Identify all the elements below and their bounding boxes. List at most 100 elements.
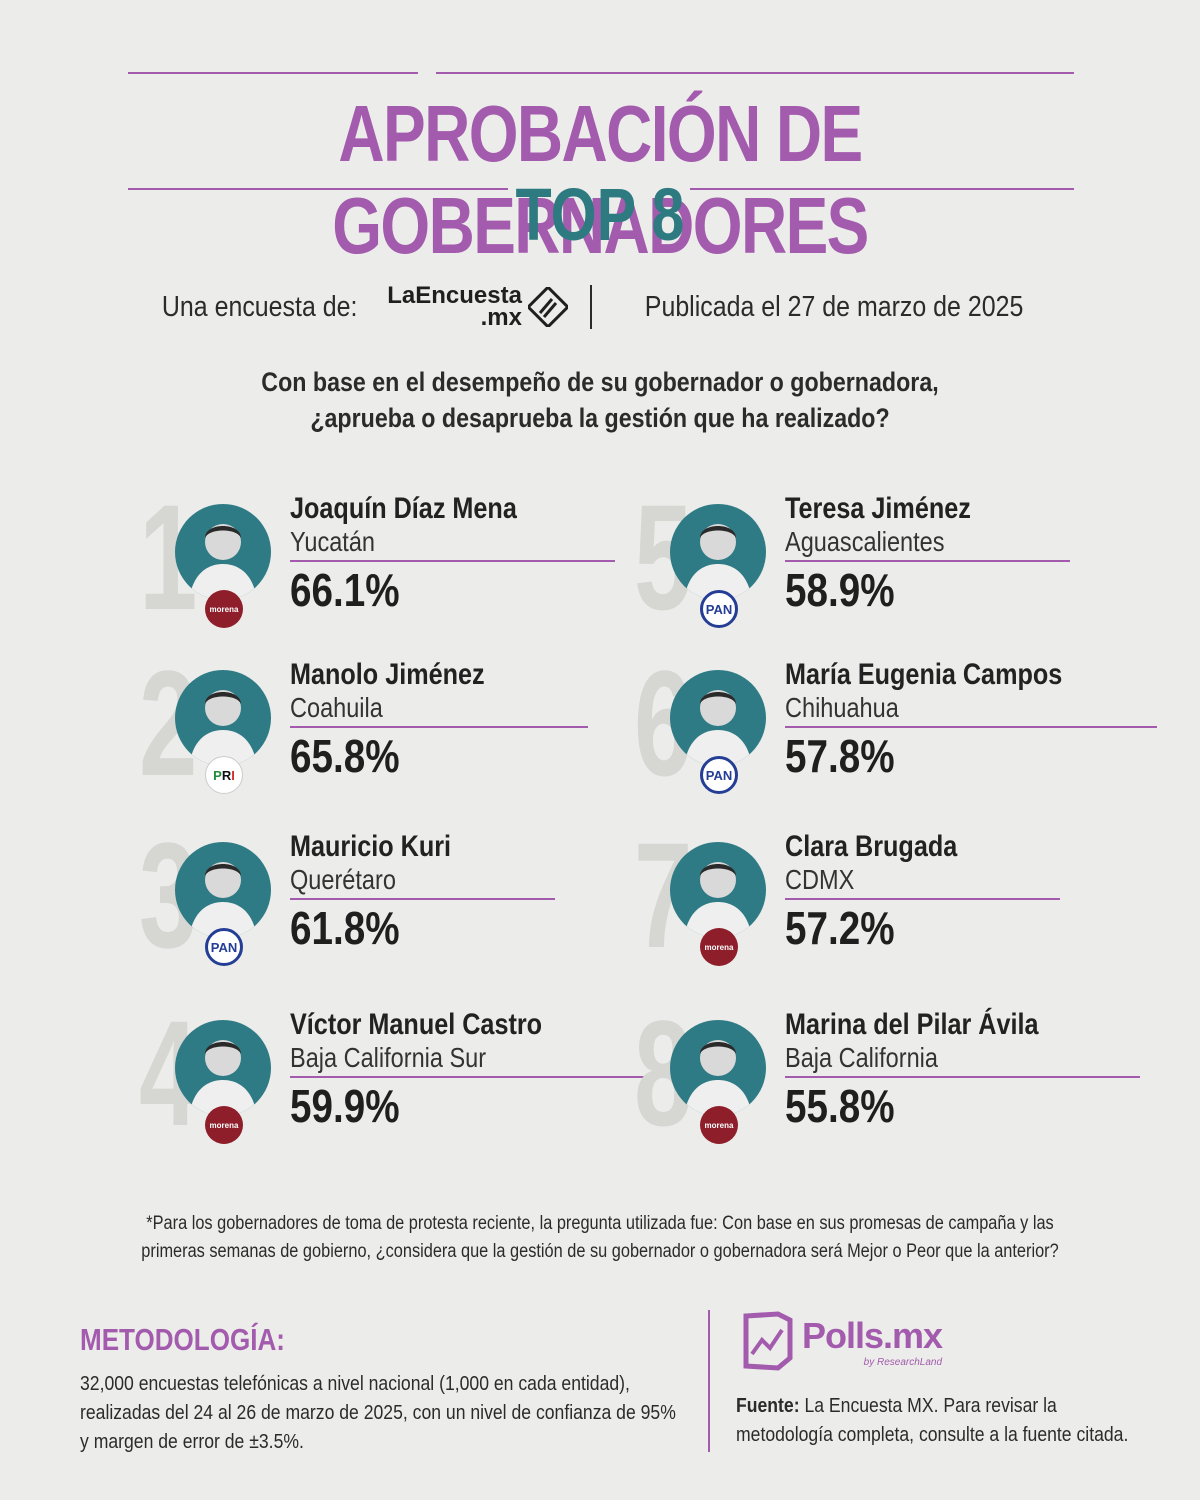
- laencuesta-logo: LaEncuesta .mx: [387, 282, 568, 331]
- polls-chart-icon: [743, 1311, 793, 1371]
- morena-party-icon: morena: [205, 1106, 243, 1144]
- polls-brand: Polls.mx: [802, 1314, 943, 1356]
- question-line-1: Con base en el desempeño de su gobernado…: [261, 367, 939, 397]
- mid-rule-left: [128, 188, 508, 190]
- avatar: [175, 670, 271, 766]
- governor-info: Manolo Jiménez Coahuila 65.8%: [290, 658, 588, 784]
- name-underline: [290, 726, 588, 728]
- governor-name: Manolo Jiménez: [290, 658, 485, 691]
- approval-value: 61.8%: [290, 902, 400, 954]
- approval-value: 66.1%: [290, 564, 400, 616]
- methodology-title: METODOLOGÍA:: [80, 1322, 285, 1357]
- governor-info: Joaquín Díaz Mena Yucatán 66.1%: [290, 492, 615, 618]
- portrait-icon: [189, 524, 257, 600]
- mid-rule-right: [690, 188, 1074, 190]
- approval-value: 57.2%: [785, 902, 895, 954]
- source-text: Fuente: La Encuesta MX. Para revisar la …: [736, 1392, 1156, 1450]
- name-underline: [785, 898, 1060, 900]
- governor-info: Víctor Manuel Castro Baja California Sur 5…: [290, 1008, 645, 1134]
- morena-party-icon: morena: [205, 590, 243, 628]
- morena-party-icon: morena: [700, 928, 738, 966]
- published-date: Publicada el 27 de marzo de 2025: [644, 290, 1024, 323]
- name-underline: [785, 560, 1070, 562]
- governor-card: 6 PAN María Eugenia Campos Chihuahua 57.8%: [634, 648, 1157, 808]
- name-underline: [290, 1076, 645, 1078]
- approval-value: 55.8%: [785, 1080, 895, 1132]
- portrait-icon: [189, 862, 257, 938]
- top-rule-right: [436, 72, 1074, 74]
- avatar: [670, 670, 766, 766]
- governor-info: Clara Brugada CDMX 57.2%: [785, 830, 1060, 956]
- logo-name: LaEncuesta: [387, 282, 522, 309]
- byline-separator: [589, 285, 592, 329]
- footer-divider: [708, 1310, 710, 1452]
- methodology-line-1: 32,000 encuestas telefónicas a nivel nac…: [80, 1373, 630, 1395]
- page-subtitle: TOP 8: [515, 173, 685, 256]
- governor-name: Clara Brugada: [785, 830, 958, 863]
- governor-info: María Eugenia Campos Chihuahua 57.8%: [785, 658, 1157, 784]
- approval-value: 57.8%: [785, 730, 895, 782]
- page-title: APROBACIÓN DE GOBERNADORES: [332, 89, 869, 270]
- governor-info: Teresa Jiménez Aguascalientes 58.9%: [785, 492, 1070, 618]
- governor-state: Querétaro: [290, 864, 396, 895]
- laencuesta-mark-icon: [527, 287, 568, 327]
- governor-card: 5 PAN Teresa Jiménez Aguascalientes 58.9%: [634, 482, 1150, 642]
- portrait-icon: [684, 862, 752, 938]
- logo-suffix: .mx: [480, 304, 522, 331]
- governor-state: Coahuila: [290, 692, 383, 723]
- governor-info: Marina del Pilar Ávila Baja California 55.…: [785, 1008, 1140, 1134]
- polls-sub: by ResearchLand: [863, 1356, 943, 1368]
- avatar: [175, 504, 271, 600]
- avatar: [670, 1020, 766, 1116]
- approval-value: 58.9%: [785, 564, 895, 616]
- top-rule-left: [128, 72, 418, 74]
- governor-name: María Eugenia Campos: [785, 658, 1063, 691]
- name-underline: [290, 560, 615, 562]
- portrait-icon: [684, 524, 752, 600]
- source-line-2: metodología completa, consulte a la fuen…: [736, 1424, 1129, 1446]
- methodology-line-3: y margen de error de ±3.5%.: [80, 1431, 304, 1453]
- source-label: Fuente:: [736, 1395, 800, 1417]
- governor-name: Teresa Jiménez: [785, 492, 971, 525]
- avatar: [175, 842, 271, 938]
- pan-party-icon: PAN: [700, 756, 738, 794]
- governor-info: Mauricio Kuri Querétaro 61.8%: [290, 830, 555, 956]
- avatar: [670, 842, 766, 938]
- morena-party-icon: morena: [700, 1106, 738, 1144]
- governor-name: Marina del Pilar Ávila: [785, 1008, 1039, 1041]
- byline: Una encuesta de: LaEncuesta .mx Publicad…: [0, 282, 1200, 332]
- governor-card: 1 morena Joaquín Díaz Mena Yucatán 66.1%: [139, 482, 655, 642]
- name-underline: [290, 898, 555, 900]
- portrait-icon: [189, 690, 257, 766]
- survey-question: Con base en el desempeño de su gobernado…: [0, 364, 1200, 436]
- governor-card: 3 PAN Mauricio Kuri Querétaro 61.8%: [139, 820, 655, 980]
- approval-value: 59.9%: [290, 1080, 400, 1132]
- methodology-line-2: realizadas del 24 al 26 de marzo de 2025…: [80, 1402, 676, 1424]
- approval-value: 65.8%: [290, 730, 400, 782]
- governor-state: Chihuahua: [785, 692, 899, 723]
- governor-state: Baja California Sur: [290, 1042, 487, 1073]
- portrait-icon: [684, 690, 752, 766]
- governor-card: 4 morena Víctor Manuel Castro Baja Californ…: [139, 998, 655, 1158]
- avatar: [670, 504, 766, 600]
- governor-name: Víctor Manuel Castro: [290, 1008, 543, 1041]
- governor-name: Joaquín Díaz Mena: [290, 492, 517, 525]
- portrait-icon: [684, 1040, 752, 1116]
- name-underline: [785, 1076, 1140, 1078]
- portrait-icon: [189, 1040, 257, 1116]
- polls-logo: Polls.mx by ResearchLand: [738, 1310, 943, 1372]
- avatar: [175, 1020, 271, 1116]
- pan-party-icon: PAN: [205, 928, 243, 966]
- byline-prefix: Una encuesta de:: [161, 290, 358, 323]
- governor-state: Aguascalientes: [785, 526, 945, 557]
- methodology-text: 32,000 encuestas telefónicas a nivel nac…: [80, 1370, 700, 1457]
- pan-party-icon: PAN: [700, 590, 738, 628]
- footnote: *Para los gobernadores de toma de protes…: [0, 1210, 1200, 1266]
- footnote-line-2: primeras semanas de gobierno, ¿considera…: [141, 1241, 1059, 1262]
- governor-name: Mauricio Kuri: [290, 830, 452, 863]
- governor-state: Baja California: [785, 1042, 938, 1073]
- question-line-2: ¿aprueba o desaprueba la gestión que ha …: [310, 403, 890, 433]
- governor-state: CDMX: [785, 864, 855, 895]
- footnote-line-1: *Para los gobernadores de toma de protes…: [146, 1213, 1054, 1234]
